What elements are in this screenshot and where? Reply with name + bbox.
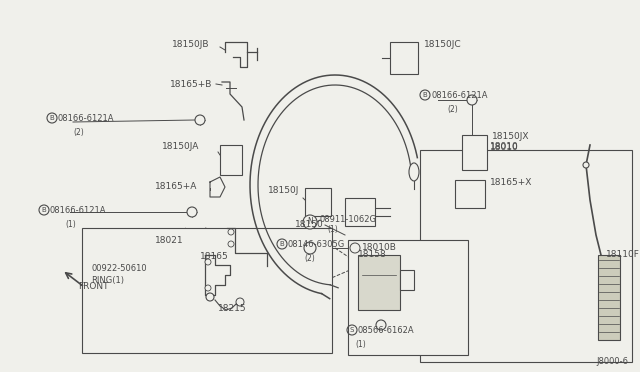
Text: 08166-6121A: 08166-6121A bbox=[50, 206, 106, 215]
Circle shape bbox=[228, 241, 234, 247]
Text: B: B bbox=[280, 241, 284, 247]
Text: 08911-1062G: 08911-1062G bbox=[320, 215, 377, 224]
Text: 08166-6121A: 08166-6121A bbox=[58, 114, 115, 123]
Text: 08146-6305G: 08146-6305G bbox=[288, 240, 345, 249]
Text: 18010: 18010 bbox=[490, 143, 519, 152]
Bar bbox=[598, 255, 620, 340]
Text: 18010B: 18010B bbox=[362, 243, 397, 252]
Text: 18110F: 18110F bbox=[606, 250, 640, 259]
Text: (1): (1) bbox=[327, 225, 338, 234]
Bar bbox=[220, 145, 242, 175]
Text: J8000-6: J8000-6 bbox=[596, 357, 628, 366]
Bar bbox=[82, 228, 332, 353]
Text: RING(1): RING(1) bbox=[91, 276, 124, 285]
Text: (2): (2) bbox=[447, 105, 458, 114]
Text: 18150J: 18150J bbox=[268, 186, 300, 195]
Text: 18150: 18150 bbox=[295, 220, 324, 229]
Bar bbox=[462, 135, 487, 170]
Text: 18215: 18215 bbox=[218, 304, 246, 313]
Text: (1): (1) bbox=[355, 340, 365, 349]
Text: 08566-6162A: 08566-6162A bbox=[358, 326, 415, 335]
Text: 18158: 18158 bbox=[358, 250, 387, 259]
Text: 18165+X: 18165+X bbox=[490, 178, 532, 187]
Circle shape bbox=[467, 95, 477, 105]
Circle shape bbox=[195, 115, 205, 125]
Text: 18150JB: 18150JB bbox=[172, 40, 209, 49]
Text: 18150JC: 18150JC bbox=[424, 40, 461, 49]
Bar bbox=[420, 150, 632, 362]
Ellipse shape bbox=[409, 163, 419, 181]
Bar bbox=[305, 188, 331, 216]
Circle shape bbox=[350, 243, 360, 253]
Bar bbox=[358, 255, 400, 310]
Bar bbox=[345, 198, 375, 226]
Text: B: B bbox=[50, 115, 54, 121]
Text: (1): (1) bbox=[65, 220, 76, 229]
Bar bbox=[348, 240, 468, 355]
Text: 08166-6121A: 08166-6121A bbox=[431, 91, 488, 100]
Circle shape bbox=[304, 242, 316, 254]
Bar bbox=[200, 242, 280, 332]
Text: (2): (2) bbox=[304, 254, 315, 263]
Text: 00922-50610: 00922-50610 bbox=[91, 264, 147, 273]
Circle shape bbox=[205, 285, 211, 291]
Text: FRONT: FRONT bbox=[78, 282, 109, 291]
Text: (2): (2) bbox=[73, 128, 84, 137]
Bar bbox=[390, 42, 418, 74]
Text: 18165+A: 18165+A bbox=[155, 182, 197, 191]
Circle shape bbox=[187, 207, 197, 217]
Text: 18010: 18010 bbox=[490, 142, 519, 151]
Circle shape bbox=[228, 229, 234, 235]
Text: S: S bbox=[350, 327, 354, 333]
Text: B: B bbox=[42, 207, 46, 213]
Circle shape bbox=[303, 215, 317, 229]
Text: B: B bbox=[422, 92, 428, 98]
Text: 18165: 18165 bbox=[200, 252, 228, 261]
Text: 18021: 18021 bbox=[155, 236, 184, 245]
Text: N: N bbox=[307, 218, 313, 227]
Text: 18165+B: 18165+B bbox=[170, 80, 212, 89]
Text: 18150JA: 18150JA bbox=[162, 142, 200, 151]
Circle shape bbox=[583, 162, 589, 168]
Bar bbox=[400, 270, 414, 290]
Circle shape bbox=[236, 298, 244, 306]
Text: 18150JX: 18150JX bbox=[492, 132, 529, 141]
Bar bbox=[455, 180, 485, 208]
Circle shape bbox=[376, 320, 386, 330]
Circle shape bbox=[205, 259, 211, 265]
Circle shape bbox=[206, 293, 214, 301]
